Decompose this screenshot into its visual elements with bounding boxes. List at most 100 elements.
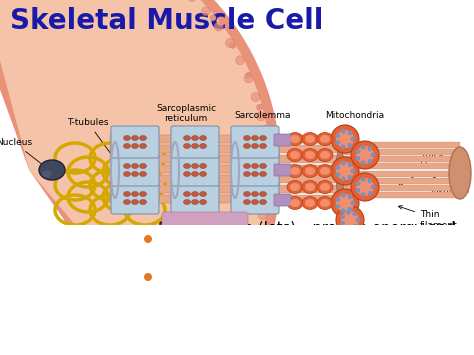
Circle shape [347, 175, 353, 180]
Text: Thin
filament: Thin filament [399, 206, 458, 230]
FancyBboxPatch shape [162, 212, 248, 230]
Circle shape [262, 151, 271, 160]
Circle shape [335, 165, 340, 170]
Ellipse shape [191, 200, 199, 204]
Ellipse shape [244, 164, 250, 169]
Text: Thick
filament: Thick filament [398, 150, 458, 187]
Ellipse shape [139, 171, 146, 176]
Ellipse shape [320, 167, 330, 175]
Ellipse shape [131, 191, 138, 197]
Circle shape [242, 269, 248, 275]
Bar [110, 135, 340, 143]
Ellipse shape [191, 136, 199, 141]
Ellipse shape [124, 136, 130, 141]
Circle shape [347, 207, 353, 212]
Ellipse shape [317, 197, 333, 209]
Ellipse shape [131, 200, 138, 204]
Circle shape [230, 42, 236, 48]
Circle shape [246, 72, 251, 78]
Ellipse shape [131, 136, 138, 141]
Circle shape [207, 318, 216, 327]
Circle shape [214, 22, 223, 31]
Text: Sarcoplasmic
reticulum: Sarcoplasmic reticulum [156, 104, 216, 179]
FancyBboxPatch shape [274, 194, 291, 206]
Ellipse shape [305, 199, 315, 207]
Ellipse shape [302, 180, 318, 193]
FancyBboxPatch shape [171, 182, 219, 214]
Circle shape [367, 191, 373, 196]
Ellipse shape [252, 191, 258, 197]
Ellipse shape [320, 183, 330, 191]
Circle shape [367, 146, 373, 151]
Circle shape [239, 268, 248, 277]
FancyBboxPatch shape [171, 154, 219, 186]
Circle shape [356, 181, 360, 186]
Circle shape [144, 273, 152, 281]
Circle shape [340, 214, 345, 219]
Circle shape [361, 145, 366, 150]
Bar [110, 185, 340, 193]
Circle shape [341, 176, 346, 181]
Circle shape [367, 159, 373, 164]
Ellipse shape [200, 136, 207, 141]
Ellipse shape [259, 191, 266, 197]
Ellipse shape [124, 191, 130, 197]
Ellipse shape [290, 167, 300, 175]
Ellipse shape [139, 164, 146, 169]
Circle shape [356, 218, 361, 223]
Ellipse shape [252, 136, 258, 141]
Ellipse shape [317, 132, 333, 146]
Ellipse shape [302, 132, 318, 146]
Circle shape [262, 205, 268, 211]
Circle shape [263, 137, 269, 143]
Ellipse shape [139, 143, 146, 148]
Circle shape [361, 177, 366, 182]
Circle shape [341, 144, 346, 149]
Circle shape [180, 349, 186, 355]
Ellipse shape [191, 191, 199, 197]
Ellipse shape [244, 191, 250, 197]
Circle shape [204, 326, 210, 332]
Circle shape [201, 7, 210, 16]
Text: Mitochondria: Mitochondria [324, 111, 384, 150]
Circle shape [351, 141, 379, 169]
Circle shape [256, 112, 265, 121]
Ellipse shape [320, 199, 330, 207]
Circle shape [258, 211, 267, 220]
Ellipse shape [320, 135, 330, 143]
Ellipse shape [290, 151, 300, 159]
Circle shape [331, 125, 359, 153]
Circle shape [261, 191, 270, 200]
Ellipse shape [200, 164, 207, 169]
Ellipse shape [259, 200, 266, 204]
Ellipse shape [287, 197, 303, 209]
Bar [340, 142, 460, 148]
Ellipse shape [244, 200, 250, 204]
Circle shape [336, 194, 354, 212]
Ellipse shape [124, 164, 130, 169]
Bar [110, 145, 340, 153]
FancyBboxPatch shape [111, 154, 159, 186]
Ellipse shape [305, 183, 315, 191]
Ellipse shape [183, 164, 191, 169]
Ellipse shape [183, 171, 191, 176]
Circle shape [335, 133, 340, 138]
Text: Sarcolemma: Sarcolemma [235, 111, 291, 149]
Bar [340, 163, 460, 169]
Ellipse shape [39, 160, 65, 180]
Circle shape [230, 285, 239, 294]
Ellipse shape [139, 191, 146, 197]
Ellipse shape [302, 164, 318, 178]
Ellipse shape [200, 200, 207, 204]
Ellipse shape [200, 191, 207, 197]
Bar [340, 149, 460, 155]
Text: Skeletal Muscle Cell: Skeletal Muscle Cell [10, 7, 323, 35]
Ellipse shape [200, 143, 207, 148]
Circle shape [254, 230, 263, 239]
Circle shape [263, 171, 272, 180]
Ellipse shape [200, 171, 207, 176]
Ellipse shape [191, 171, 199, 176]
Text: Myofibril: Myofibril [430, 175, 469, 195]
Circle shape [331, 157, 359, 185]
FancyBboxPatch shape [111, 182, 159, 214]
